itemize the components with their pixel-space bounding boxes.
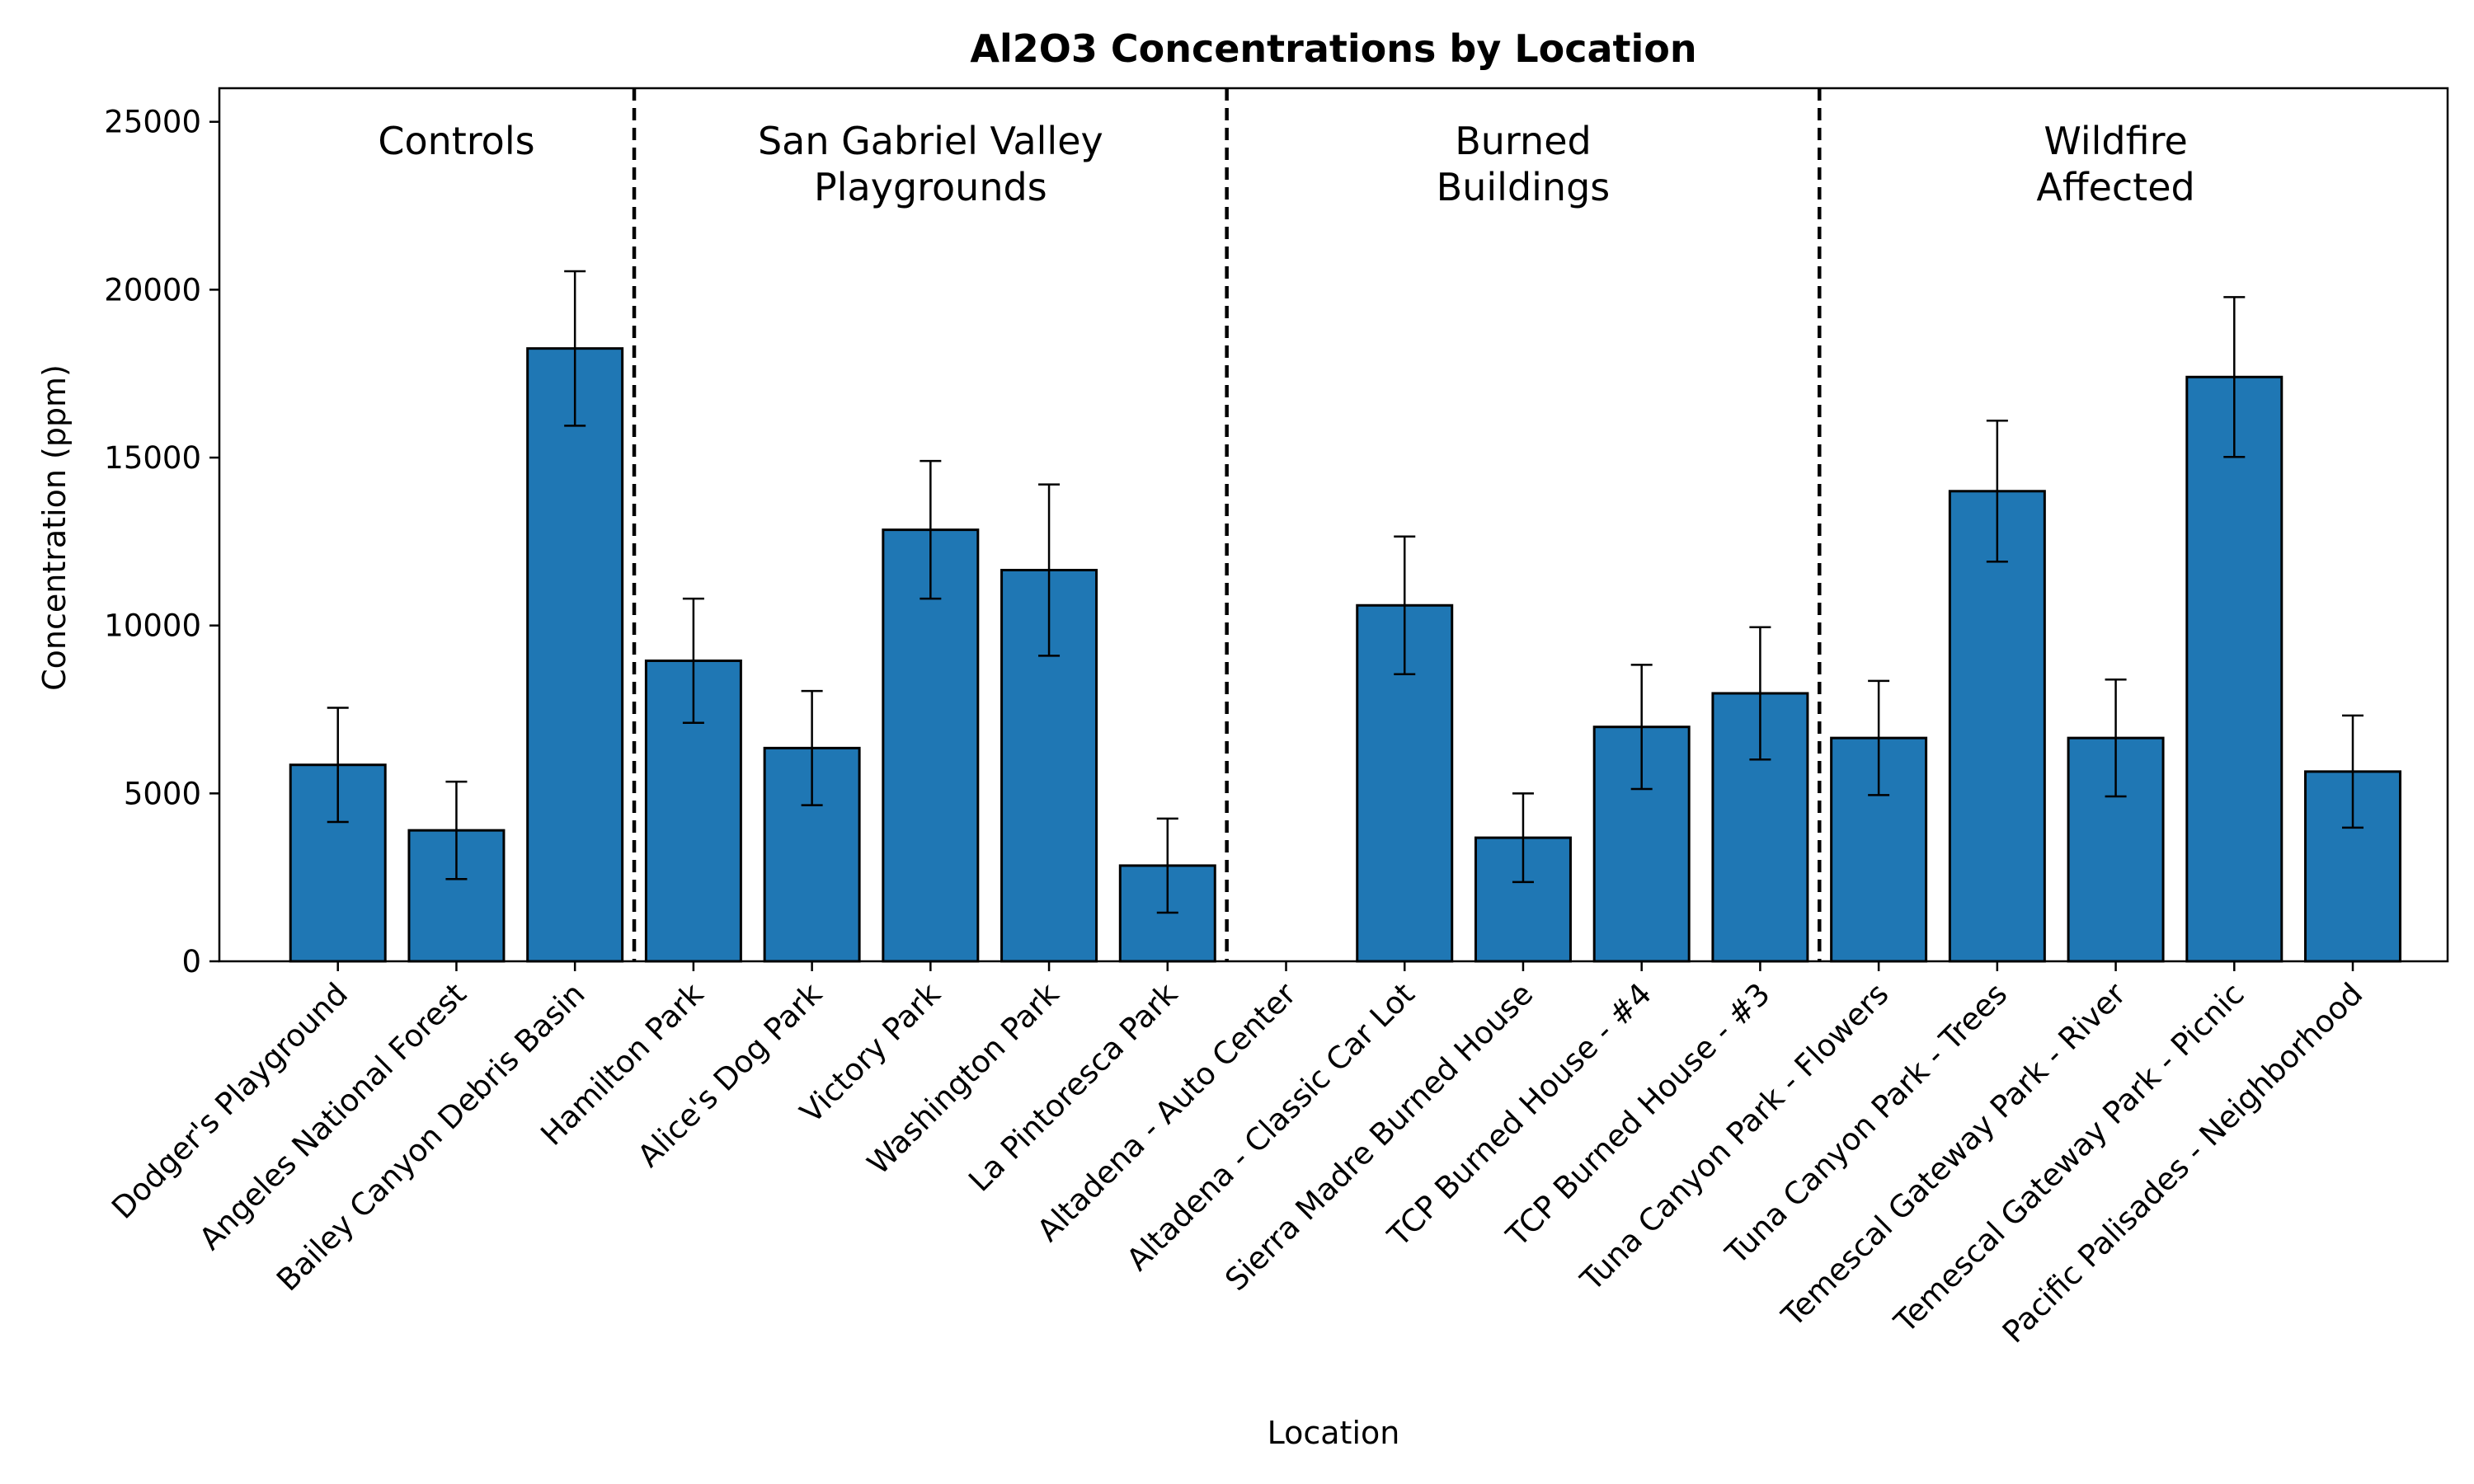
y-axis-label: Concentration (ppm) <box>36 364 73 691</box>
y-tick-label: 10000 <box>104 608 201 644</box>
bar <box>1948 490 2046 963</box>
y-tick-label: 5000 <box>124 776 201 811</box>
x-axis-label: Location <box>1268 1415 1400 1451</box>
bar <box>2185 375 2284 963</box>
bar <box>882 528 980 963</box>
group-label: Wildfire Affected <box>2036 119 2194 209</box>
chart-title: Al2O3 Concentrations by Location <box>970 26 1696 71</box>
y-tick-label: 15000 <box>104 440 201 476</box>
y-tick-label: 20000 <box>104 272 201 308</box>
group-label: Controls <box>378 119 534 163</box>
y-tick-label: 0 <box>181 944 201 979</box>
group-label: San Gabriel Valley Playgrounds <box>758 119 1103 209</box>
plot-frame <box>218 87 2449 963</box>
group-label: Burned Buildings <box>1437 119 1611 209</box>
bar <box>526 347 624 963</box>
y-tick-label: 25000 <box>104 105 201 140</box>
